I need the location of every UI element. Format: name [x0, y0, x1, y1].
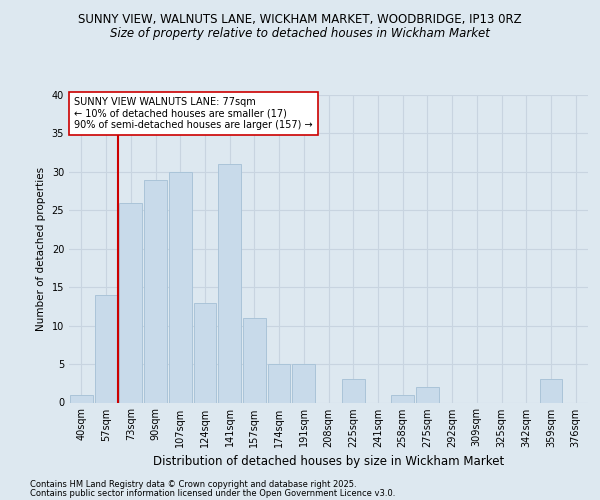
- Bar: [342, 380, 365, 402]
- Text: Contains public sector information licensed under the Open Government Licence v3: Contains public sector information licen…: [30, 488, 395, 498]
- Bar: [70, 395, 93, 402]
- Bar: [95, 295, 118, 403]
- Bar: [416, 387, 439, 402]
- Bar: [169, 172, 191, 402]
- Bar: [194, 302, 216, 402]
- Bar: [539, 380, 562, 402]
- Text: Size of property relative to detached houses in Wickham Market: Size of property relative to detached ho…: [110, 28, 490, 40]
- Text: Contains HM Land Registry data © Crown copyright and database right 2025.: Contains HM Land Registry data © Crown c…: [30, 480, 356, 489]
- X-axis label: Distribution of detached houses by size in Wickham Market: Distribution of detached houses by size …: [153, 455, 504, 468]
- Bar: [144, 180, 167, 402]
- Text: SUNNY VIEW WALNUTS LANE: 77sqm
← 10% of detached houses are smaller (17)
90% of : SUNNY VIEW WALNUTS LANE: 77sqm ← 10% of …: [74, 96, 313, 130]
- Bar: [391, 395, 414, 402]
- Bar: [268, 364, 290, 403]
- Text: SUNNY VIEW, WALNUTS LANE, WICKHAM MARKET, WOODBRIDGE, IP13 0RZ: SUNNY VIEW, WALNUTS LANE, WICKHAM MARKET…: [78, 12, 522, 26]
- Bar: [243, 318, 266, 402]
- Bar: [119, 202, 142, 402]
- Bar: [292, 364, 315, 403]
- Y-axis label: Number of detached properties: Number of detached properties: [36, 166, 46, 331]
- Bar: [218, 164, 241, 402]
